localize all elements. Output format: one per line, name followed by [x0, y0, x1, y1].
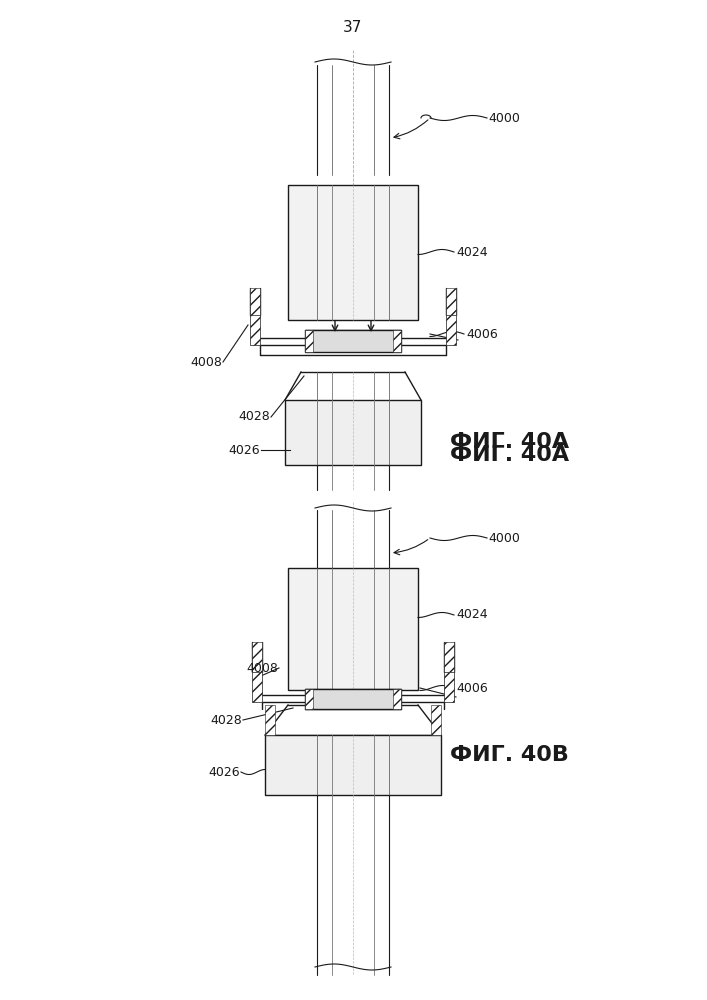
Text: 4024: 4024: [456, 608, 488, 621]
Bar: [288, 568, 418, 690]
Bar: [446, 315, 456, 345]
Text: 4028: 4028: [210, 714, 242, 726]
Text: 4008: 4008: [190, 356, 222, 368]
Bar: [305, 330, 401, 352]
Text: 4028: 4028: [238, 410, 270, 424]
Bar: [250, 315, 260, 345]
Text: ФИГ. 40В: ФИГ. 40В: [450, 745, 569, 765]
Text: 4008: 4008: [246, 662, 278, 674]
Text: 4026: 4026: [209, 766, 240, 778]
Bar: [305, 689, 401, 709]
Text: ФИГ. 40А: ФИГ. 40А: [450, 445, 569, 465]
Bar: [446, 288, 456, 315]
Bar: [393, 689, 401, 709]
Bar: [252, 672, 262, 702]
Text: ФИГ. 40А: ФИГ. 40А: [450, 432, 569, 452]
Bar: [285, 400, 421, 465]
Text: 4006: 4006: [466, 328, 498, 340]
Bar: [252, 642, 262, 672]
Text: 4000: 4000: [488, 532, 520, 544]
Bar: [393, 330, 401, 352]
Bar: [431, 705, 441, 735]
Bar: [265, 705, 275, 735]
Text: 37: 37: [344, 20, 363, 35]
Bar: [288, 185, 418, 320]
Bar: [265, 735, 441, 795]
Bar: [305, 689, 313, 709]
Text: 4024: 4024: [456, 245, 488, 258]
Bar: [250, 288, 260, 315]
Bar: [444, 672, 454, 702]
Text: 4006: 4006: [456, 682, 488, 694]
Bar: [305, 330, 313, 352]
Text: 4000: 4000: [488, 111, 520, 124]
Bar: [444, 642, 454, 672]
Text: 4026: 4026: [228, 444, 260, 456]
